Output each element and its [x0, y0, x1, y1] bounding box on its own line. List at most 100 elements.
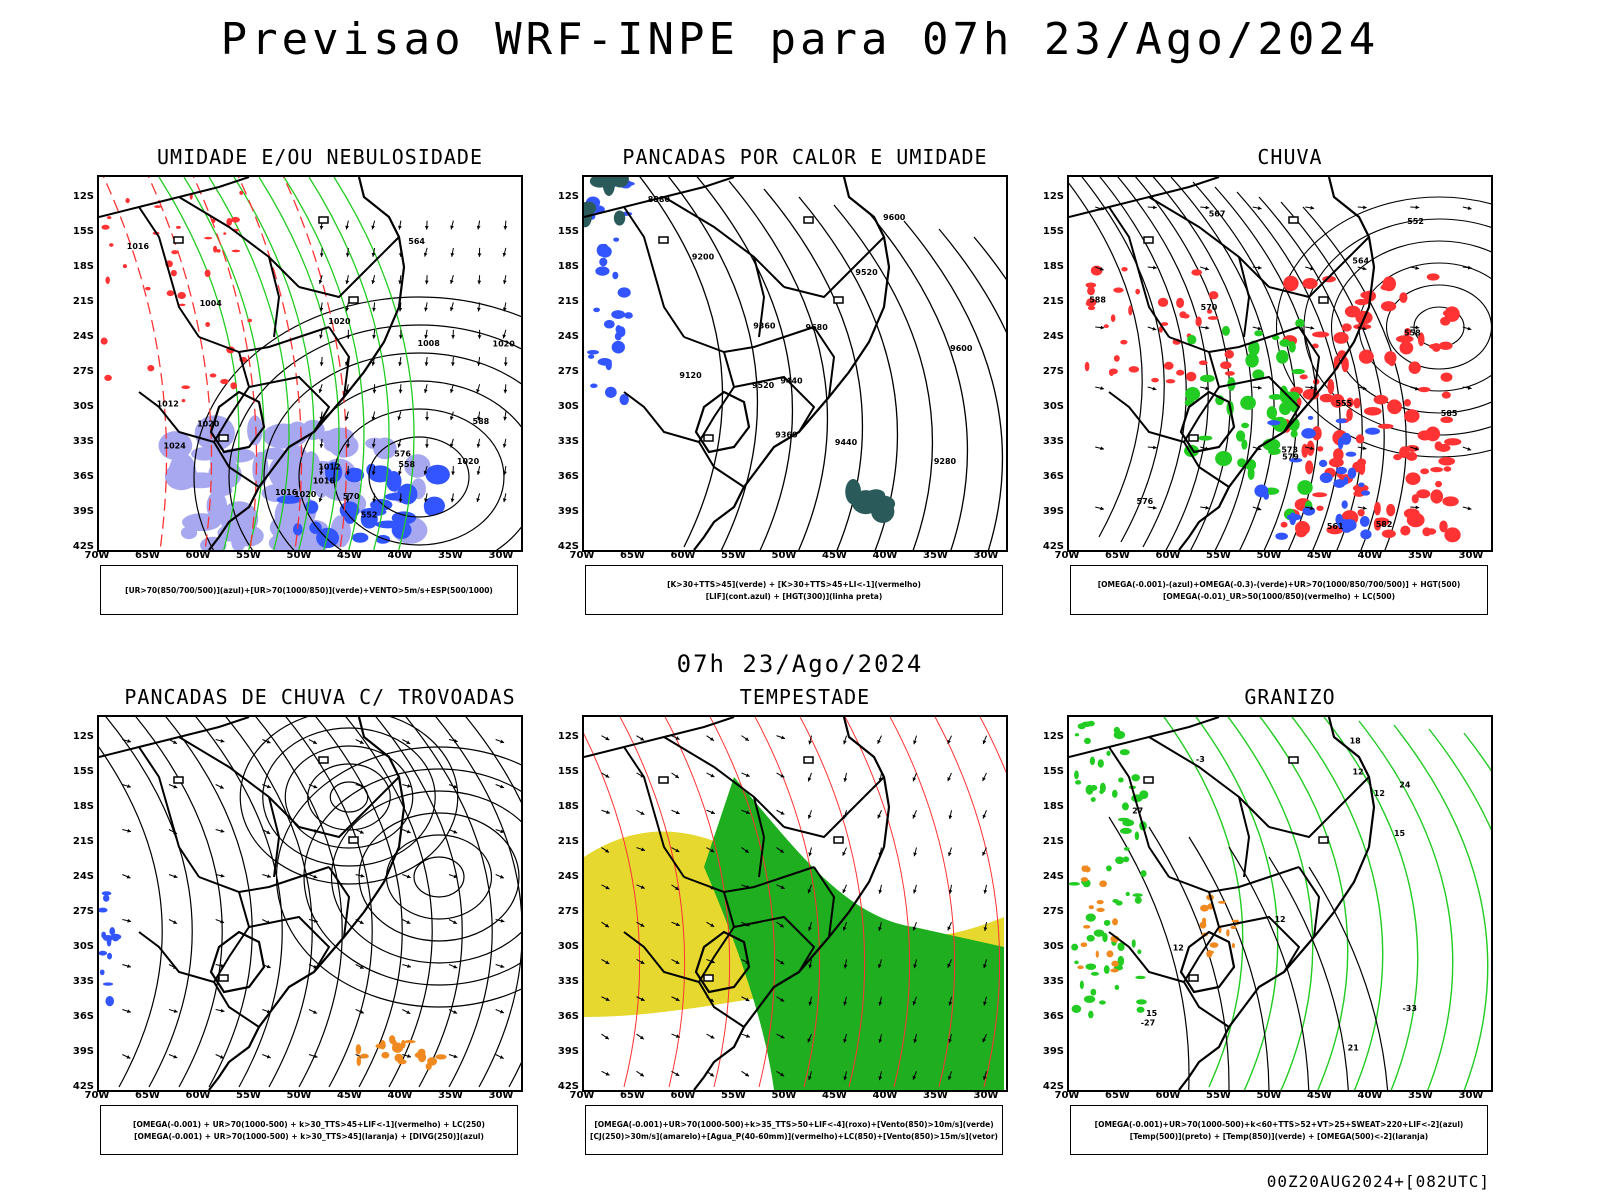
lake-marker: [348, 296, 359, 304]
shaded-cell: [1289, 398, 1298, 413]
wind-vector-head: [319, 471, 324, 475]
panel-title: UMIDADE E/OU NEBULOSIDADE: [156, 145, 484, 169]
wind-vector-head: [476, 416, 481, 421]
shaded-cell: [1399, 341, 1414, 355]
shaded-cell: [590, 383, 598, 389]
shaded-cell: [1403, 399, 1411, 407]
contour-label: -3: [1196, 755, 1205, 764]
shaded-cell: [102, 934, 114, 942]
border-line: [1238, 796, 1251, 878]
page-title: Previsao WRF-INPE para 07h 23/Ago/2024: [220, 14, 1380, 65]
wind-vector-head: [1205, 205, 1210, 210]
contour-line: [763, 188, 863, 550]
contour-label: 9360: [753, 322, 776, 331]
contour-label: 12: [1352, 768, 1363, 777]
shaded-cell: [1157, 297, 1169, 307]
shaded-cell: [109, 927, 116, 936]
longitude-tick-label: 30W: [1458, 550, 1484, 561]
shaded-cell: [1112, 918, 1119, 926]
wind-vector-head: [982, 777, 986, 782]
shaded-cell: [1163, 361, 1174, 370]
map-outlines: [584, 717, 891, 1090]
shaded-cell: [1382, 276, 1397, 292]
wind-vector-head: [372, 334, 376, 339]
wind-vector-head: [127, 918, 132, 923]
wind-vector-head: [675, 736, 680, 740]
shaded-cell: [384, 492, 409, 501]
wind-vector-head: [503, 225, 508, 230]
contour-line: [1081, 177, 1165, 543]
shaded-cell: [1074, 780, 1082, 785]
shaded-cell: [1275, 532, 1288, 540]
shaded-cell: [1378, 423, 1394, 429]
shaded-cell: [180, 526, 198, 540]
contour-line: [195, 717, 283, 1088]
shaded-cell: [1115, 856, 1125, 865]
contour-line: [1099, 177, 1187, 548]
contour-line: [283, 177, 365, 550]
shaded-cell: [1357, 509, 1365, 517]
wind-vector-head: [372, 498, 377, 503]
shaded-cell: [1085, 865, 1089, 871]
shaded-cell: [176, 225, 181, 229]
shaded-cell: [1252, 369, 1265, 380]
border-line: [1218, 915, 1301, 973]
shaded-cell: [223, 232, 227, 235]
wind-vector-head: [639, 1035, 644, 1040]
latitude-tick-label: 12S: [1042, 731, 1064, 742]
shaded-cell: [1404, 409, 1420, 423]
wind-vector-head: [982, 740, 987, 745]
map-outlines: [584, 177, 891, 550]
shaded-cell: [171, 250, 179, 255]
border-line: [198, 326, 330, 354]
lif-blue-contours: [585, 179, 635, 406]
wind-vector-head: [172, 740, 177, 744]
shaded-cell: [1135, 975, 1146, 980]
shaded-cell: [1267, 420, 1281, 426]
wind-vector-head: [604, 1035, 609, 1040]
wind-vector-head: [449, 307, 454, 312]
uruguay-outline: [694, 930, 751, 994]
contour-line: [1148, 826, 1230, 1090]
border-line: [733, 375, 816, 433]
shaded-cell: [601, 243, 609, 254]
shaded-cell: [1417, 386, 1431, 393]
shaded-cell: [1080, 877, 1089, 882]
contour-label: 582: [1376, 520, 1393, 529]
shaded-cell: [1119, 749, 1130, 756]
shaded-cell: [1442, 496, 1459, 507]
shaded-cell: [204, 425, 222, 438]
wind-vector-head: [345, 225, 350, 230]
latitude-tick-label: 33S: [557, 976, 579, 988]
lake-marker: [1188, 974, 1199, 982]
wind-vector-head: [982, 1038, 987, 1043]
border-line: [683, 866, 815, 894]
shaded-cell: [1165, 379, 1176, 384]
shaded-cell: [1121, 266, 1128, 272]
contour-line: [237, 177, 303, 550]
shaded-cell: [1074, 770, 1079, 780]
contour-label: 1012: [157, 400, 179, 409]
wind-vector-head: [948, 889, 953, 894]
border-line: [1148, 196, 1270, 288]
wind-vector-head: [843, 1076, 848, 1081]
border-line: [138, 206, 200, 338]
shaded-cell: [1125, 821, 1133, 825]
latitude-tick-label: 24S: [557, 871, 579, 883]
contour-label: 1004: [200, 299, 223, 308]
shaded-cell: [1090, 988, 1097, 996]
wind-vector-head: [398, 498, 403, 503]
shaded-cell: [613, 237, 620, 242]
shaded-cell: [1420, 468, 1430, 475]
wind-vector-head: [359, 1010, 364, 1014]
shaded-cell: [605, 359, 612, 371]
shaded-cell: [619, 394, 629, 406]
shaded-cell: [613, 210, 626, 226]
longitude-tick-label: 65W: [620, 550, 645, 561]
shaded-cell: [1069, 882, 1080, 886]
longitude-tick-label: 60W: [1155, 550, 1181, 561]
shaded-cell: [1088, 1010, 1094, 1019]
shaded-cell: [612, 271, 619, 280]
shaded-cell: [1311, 426, 1322, 441]
wind-vector-head: [424, 362, 429, 366]
